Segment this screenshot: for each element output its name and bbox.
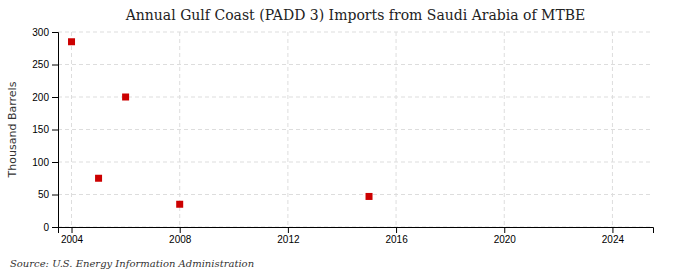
x-axis-tick-mark [180,227,181,233]
x-axis-tick-mark [72,227,73,233]
x-axis: 2004 2008 2012 2016 2020 2024 [59,227,654,245]
y-grid-line [58,97,653,98]
source: Source: U.S. Energy Information Administ… [10,258,254,269]
y-axis-tick-mark [52,195,58,196]
point [95,175,102,182]
title: Annual Gulf Coast (PADD 3) Imports from … [125,7,586,23]
y-axis-tick-label: 200 [32,92,49,103]
x-grid-line [287,32,288,227]
y-axis-tick-label: 150 [32,124,49,135]
x-axis-tick-label: 2024 [602,234,625,245]
y-axis-tick: 50 [38,189,58,200]
chart: 2004 2008 2012 2016 2020 2024 0 50 100 150 200 250 3… [0,0,675,275]
x-axis-tick-label: 2008 [169,234,192,245]
x-axis-tick: 2016 [385,227,408,245]
y-axis-line [52,33,59,228]
x-axis-tick: 2012 [277,227,300,245]
plot-area: 2004 2008 2012 2016 2020 2024 0 50 100 150 200 250 3… [32,27,653,245]
y-axis-tick-label: 300 [32,27,49,38]
y-grid-line [58,64,653,65]
grid [58,32,653,227]
x-axis-tick-label: 2012 [277,234,300,245]
point [122,94,129,101]
y-axis-tick-label: 100 [32,157,49,168]
y-axis-tick-label: 0 [43,222,49,233]
y-axis-tick-mark [52,130,58,131]
y-axis: 0 50 100 150 200 250 300 [32,27,58,233]
y-axis-tick-label: 50 [38,189,50,200]
y-grid-line [58,32,653,33]
x-axis-tick-label: 2020 [494,234,517,245]
y-axis-tick: 0 [43,222,58,233]
point [68,38,75,45]
x-axis-tick-mark [288,227,289,233]
y-axis-tick: 100 [32,157,58,168]
y-grid-line [58,194,653,195]
x-grid-line [612,32,613,227]
y-axis-tick-label: 250 [32,59,49,70]
y-axis-title: Thousand Barrels [6,81,19,178]
y-grid-line [58,162,653,163]
x-axis-line [59,228,654,234]
x-axis-tick: 2020 [494,227,517,245]
x-grid-line [504,32,505,227]
y-axis-tick: 250 [32,59,58,70]
point [176,201,183,208]
y-grid-line [58,129,653,130]
x-axis-tick: 2008 [169,227,192,245]
x-grid-line [179,32,180,227]
x-axis-tick: 2024 [602,227,625,245]
x-axis-tick-mark [396,227,397,233]
x-axis-tick-mark [504,227,505,233]
x-grid-line [396,32,397,227]
y-axis-tick: 200 [32,92,58,103]
points [68,38,373,208]
y-axis-tick-mark [52,32,58,33]
x-axis-tick-label: 2016 [385,234,408,245]
point [366,193,373,200]
y-axis-tick: 150 [32,124,58,135]
y-axis-tick-mark [52,227,58,228]
x-axis-tick-label: 2004 [61,234,84,245]
y-axis-tick-mark [52,65,58,66]
x-axis-tick: 2004 [61,227,84,245]
x-grid-line [71,32,72,227]
y-axis-tick-mark [52,97,58,98]
x-axis-tick-mark [612,227,613,233]
y-axis-tick-mark [52,162,58,163]
y-axis-tick: 300 [32,27,58,38]
